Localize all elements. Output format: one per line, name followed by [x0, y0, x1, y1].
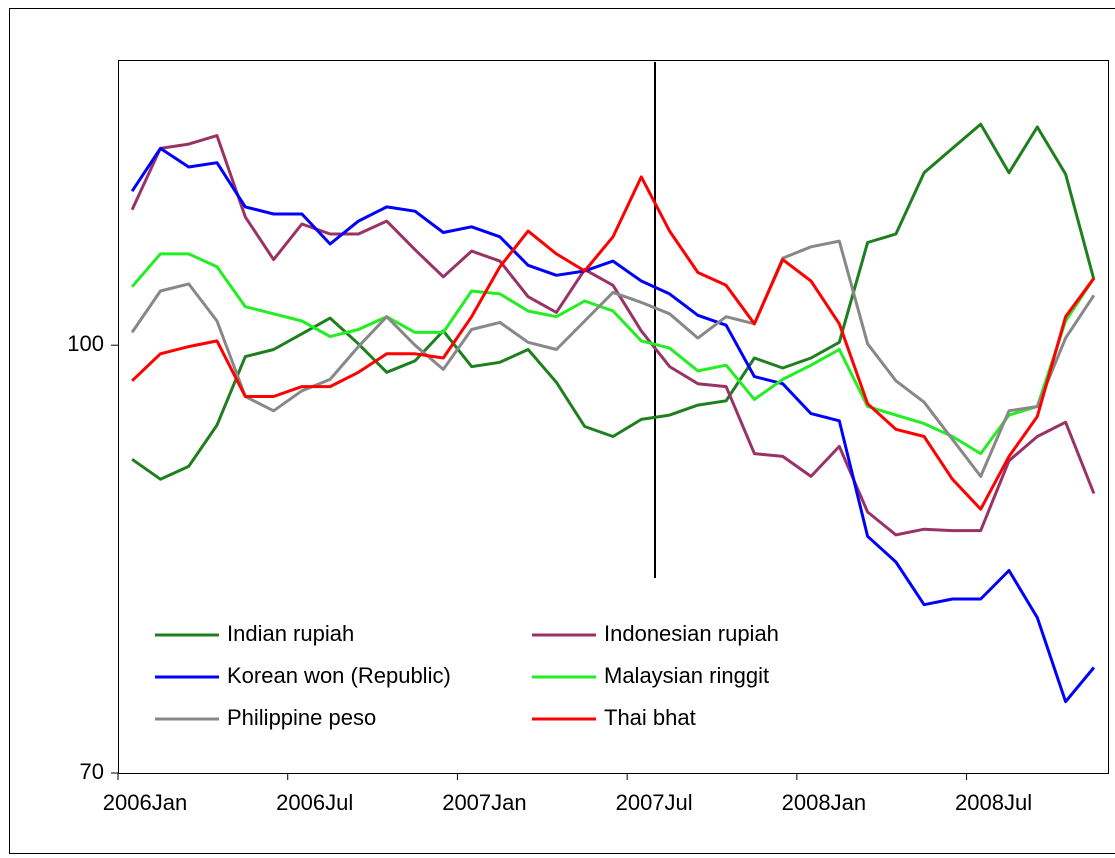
x-tick-label: 2008Jan [782, 790, 866, 815]
legend-label: Indonesian rupiah [604, 621, 779, 646]
legend-label: Indian rupiah [227, 621, 354, 646]
chart-frame [9, 8, 1115, 854]
series-line [130, 146, 1096, 704]
x-tick-label: 2007Jan [442, 790, 526, 815]
x-tick-label: 2007Jul [616, 790, 693, 815]
legend-label: Korean won (Republic) [227, 663, 451, 688]
plot-frame [118, 60, 1109, 774]
legend-label: Malaysian ringgit [604, 663, 769, 688]
series-line [131, 122, 1096, 481]
series-line [130, 252, 1096, 456]
x-tick-label: 2006Jan [103, 790, 187, 815]
x-tick-label: 2008Jul [955, 790, 1032, 815]
series-line [131, 175, 1096, 511]
legend-label: Thai bhat [604, 705, 696, 730]
y-tick-label: 70 [80, 759, 104, 784]
series-line [130, 239, 1096, 478]
x-tick-label: 2006Jul [276, 790, 353, 815]
legend-label: Philippine peso [227, 705, 376, 730]
y-tick-label: 100 [67, 331, 104, 356]
series-line [130, 134, 1096, 537]
